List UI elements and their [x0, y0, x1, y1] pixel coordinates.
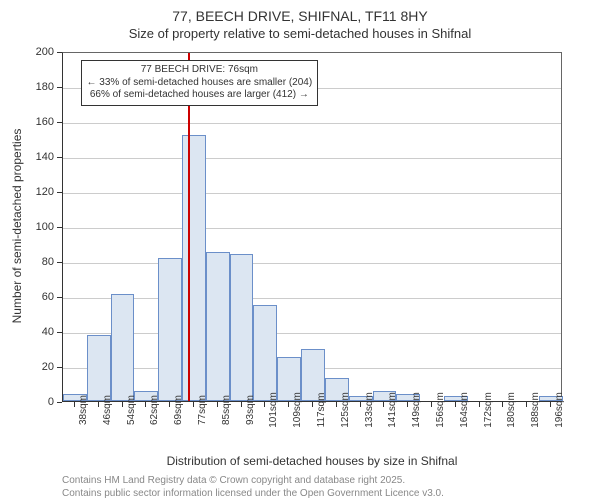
- x-tick-label: 172sqm: [483, 392, 494, 428]
- chart-subtitle: Size of property relative to semi-detach…: [0, 26, 600, 41]
- histogram-bar: [182, 135, 206, 401]
- x-tick: [455, 402, 456, 407]
- x-tick-label: 62sqm: [149, 395, 160, 425]
- gridline: [63, 333, 561, 334]
- x-tick-label: 109sqm: [292, 392, 303, 428]
- x-tick-label: 101sqm: [268, 392, 279, 428]
- x-tick: [526, 402, 527, 407]
- x-tick: [169, 402, 170, 407]
- y-tick: [57, 367, 62, 368]
- y-tick: [57, 262, 62, 263]
- x-tick: [383, 402, 384, 407]
- x-tick-label: 188sqm: [530, 392, 541, 428]
- x-axis-label: Distribution of semi-detached houses by …: [62, 454, 562, 468]
- y-tick-label: 160: [0, 116, 54, 128]
- x-tick: [431, 402, 432, 407]
- gridline: [63, 263, 561, 264]
- histogram-bar: [253, 305, 277, 401]
- y-tick: [57, 192, 62, 193]
- x-tick-label: 196sqm: [554, 392, 565, 428]
- histogram-bar: [230, 254, 254, 401]
- x-tick-label: 125sqm: [340, 392, 351, 428]
- x-tick: [241, 402, 242, 407]
- x-tick-label: 133sqm: [364, 392, 375, 428]
- x-tick: [550, 402, 551, 407]
- y-tick: [57, 87, 62, 88]
- y-tick: [57, 52, 62, 53]
- x-tick: [98, 402, 99, 407]
- y-tick-label: 20: [0, 361, 54, 373]
- x-tick: [264, 402, 265, 407]
- footer-line-2: Contains public sector information licen…: [62, 487, 444, 500]
- gridline: [63, 193, 561, 194]
- x-tick-label: 180sqm: [506, 392, 517, 428]
- annotation-line: 77 BEECH DRIVE: 76sqm: [87, 64, 313, 77]
- x-tick: [336, 402, 337, 407]
- y-tick-label: 100: [0, 221, 54, 233]
- histogram-bar: [158, 258, 182, 402]
- gridline: [63, 158, 561, 159]
- x-tick-label: 141sqm: [387, 392, 398, 428]
- chart-container: 77, BEECH DRIVE, SHIFNAL, TF11 8HY Size …: [0, 0, 600, 500]
- y-tick: [57, 227, 62, 228]
- annotation-box: 77 BEECH DRIVE: 76sqm← 33% of semi-detac…: [81, 60, 319, 106]
- y-tick: [57, 297, 62, 298]
- x-tick: [145, 402, 146, 407]
- x-tick-label: 54sqm: [126, 395, 137, 425]
- x-tick-label: 93sqm: [245, 395, 256, 425]
- x-tick: [217, 402, 218, 407]
- y-tick-label: 60: [0, 291, 54, 303]
- y-tick: [57, 332, 62, 333]
- x-tick-label: 46sqm: [102, 395, 113, 425]
- annotation-line: 66% of semi-detached houses are larger (…: [87, 89, 313, 102]
- plot-area: 77 BEECH DRIVE: 76sqm← 33% of semi-detac…: [62, 52, 562, 402]
- x-tick: [193, 402, 194, 407]
- x-tick: [479, 402, 480, 407]
- footer-attribution: Contains HM Land Registry data © Crown c…: [62, 474, 444, 500]
- histogram-bar: [206, 252, 230, 401]
- histogram-bar: [87, 335, 111, 402]
- x-tick: [312, 402, 313, 407]
- y-tick: [57, 157, 62, 158]
- x-tick: [360, 402, 361, 407]
- title-block: 77, BEECH DRIVE, SHIFNAL, TF11 8HY Size …: [0, 0, 600, 41]
- x-tick-label: 164sqm: [459, 392, 470, 428]
- y-tick-label: 180: [0, 81, 54, 93]
- y-tick-label: 140: [0, 151, 54, 163]
- x-tick-label: 77sqm: [197, 395, 208, 425]
- x-tick: [502, 402, 503, 407]
- x-tick: [122, 402, 123, 407]
- gridline: [63, 298, 561, 299]
- y-tick-label: 200: [0, 46, 54, 58]
- annotation-line: ← 33% of semi-detached houses are smalle…: [87, 77, 313, 90]
- histogram-bar: [111, 294, 135, 401]
- gridline: [63, 228, 561, 229]
- x-tick-label: 117sqm: [316, 393, 327, 428]
- chart-title: 77, BEECH DRIVE, SHIFNAL, TF11 8HY: [0, 8, 600, 24]
- y-tick-label: 120: [0, 186, 54, 198]
- y-tick: [57, 402, 62, 403]
- y-tick-label: 0: [0, 396, 54, 408]
- y-tick-label: 40: [0, 326, 54, 338]
- gridline: [63, 123, 561, 124]
- x-tick-label: 156sqm: [435, 392, 446, 428]
- x-tick-label: 38sqm: [78, 395, 89, 425]
- x-tick-label: 149sqm: [411, 392, 422, 428]
- y-tick: [57, 122, 62, 123]
- x-tick: [407, 402, 408, 407]
- x-tick-label: 85sqm: [221, 395, 232, 425]
- x-tick: [288, 402, 289, 407]
- x-tick-label: 69sqm: [173, 395, 184, 425]
- y-tick-label: 80: [0, 256, 54, 268]
- footer-line-1: Contains HM Land Registry data © Crown c…: [62, 474, 444, 487]
- x-tick: [74, 402, 75, 407]
